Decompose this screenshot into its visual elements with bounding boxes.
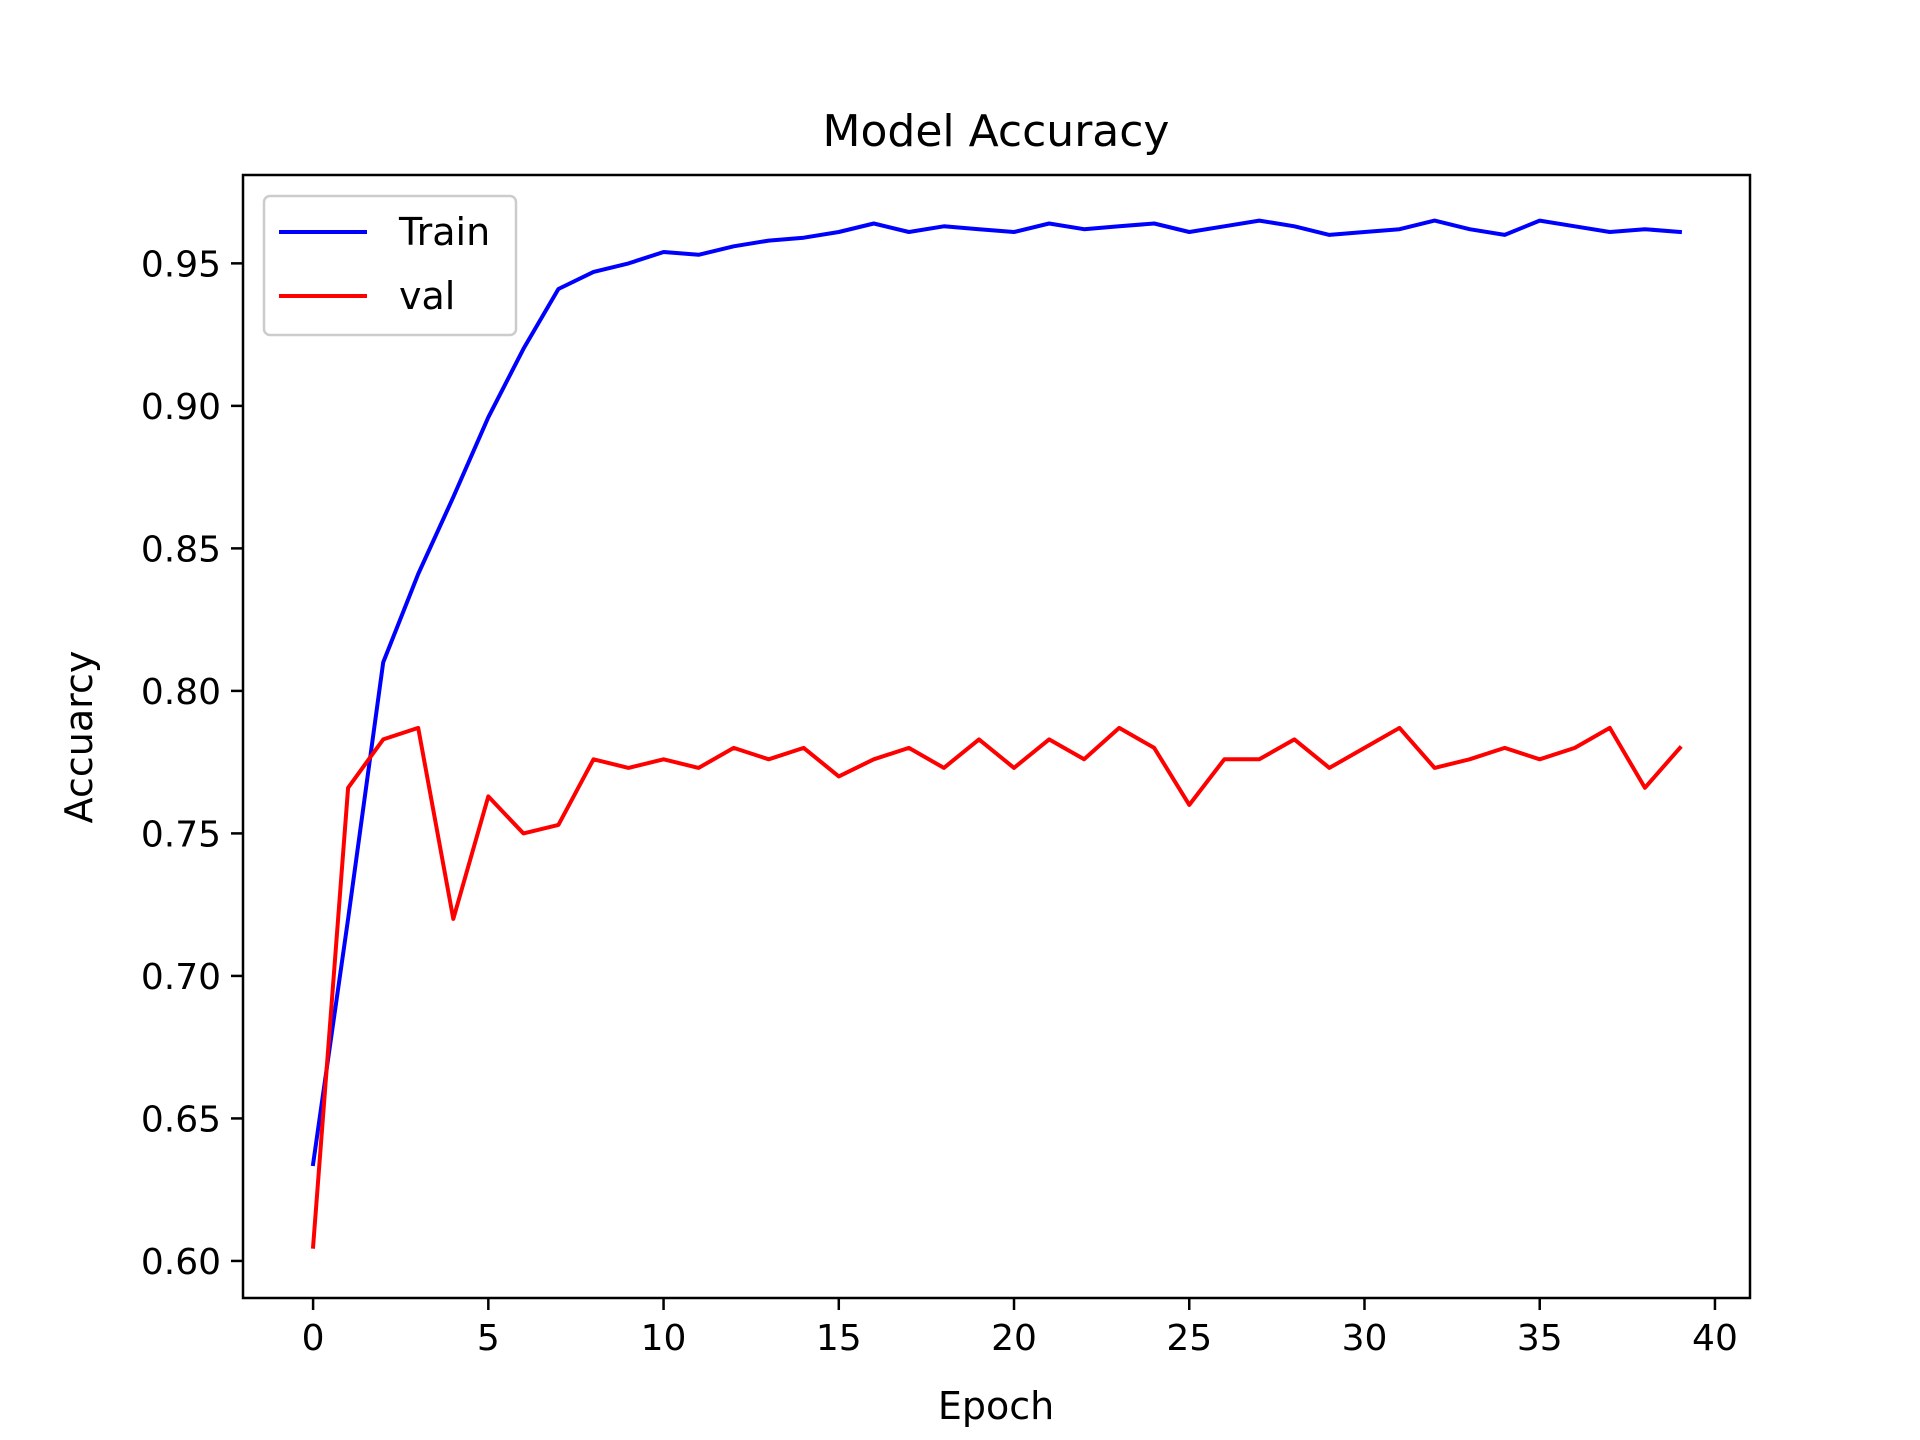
x-tick-label: 25 [1166,1318,1212,1359]
series-line-val [310,725,1683,1249]
axes-frame [241,173,1752,1300]
x-axis-label: Epoch [938,1384,1054,1428]
y-tick-label: 0.95 [141,244,221,285]
x-tick-label: 15 [816,1318,862,1359]
legend-label-train: Train [398,210,490,254]
y-tick-label: 0.65 [141,1099,221,1140]
y-axis-label: Accuarcy [57,651,101,824]
x-tick-label: 35 [1517,1318,1563,1359]
y-axis-ticks: 0.60 0.65 0.70 0.75 0.80 0.85 0.90 0.95 [141,244,243,1283]
x-tick-label: 20 [991,1318,1037,1359]
y-tick-label: 0.80 [141,672,221,713]
plot-lines [310,218,1683,1249]
x-axis-ticks: 0 5 10 15 20 25 30 35 40 [302,1298,1738,1359]
x-tick-label: 40 [1692,1318,1738,1359]
series-line-train [310,218,1683,1167]
x-tick-label: 30 [1342,1318,1388,1359]
x-tick-label: 10 [641,1318,687,1359]
chart-title: Model Accuracy [823,106,1170,157]
x-tick-label: 5 [477,1318,500,1359]
x-tick-label: 0 [302,1318,325,1359]
y-tick-label: 0.70 [141,957,221,998]
y-tick-label: 0.85 [141,529,221,570]
legend-label-val: val [399,274,455,318]
y-tick-label: 0.75 [141,814,221,855]
y-tick-label: 0.90 [141,387,221,428]
y-tick-label: 0.60 [141,1242,221,1283]
legend: Train val [262,194,518,337]
